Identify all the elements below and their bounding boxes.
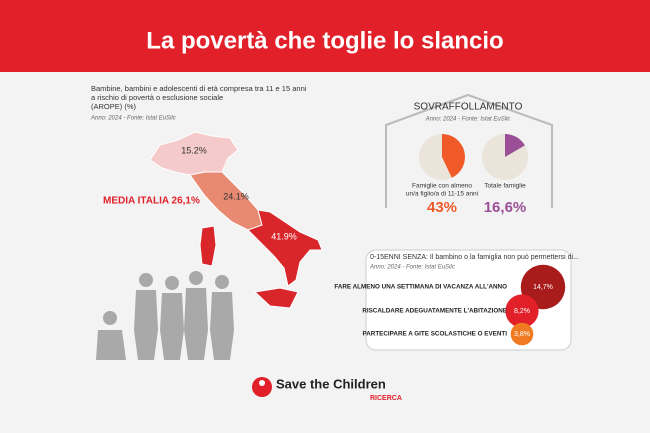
item-label: RISCALDARE ADEGUATAMENTE L'ABITAZIONE (362, 308, 507, 315)
region-north (149, 131, 239, 176)
pie-value: 16,6% (484, 199, 527, 216)
item-label: PARTECIPARE A GITE SCOLASTICHE O EVENTI (363, 331, 508, 338)
pie-slice (505, 134, 525, 157)
map-caption: Bambine, bambini e adolescenti di età co… (91, 84, 307, 93)
house-outline (385, 93, 553, 208)
item-label: FARE ALMENO UNA SETTIMANA DI VACANZA ALL… (334, 284, 507, 291)
logo-icon (252, 377, 272, 397)
bubble (510, 322, 534, 346)
bubble (505, 294, 539, 328)
sardinia (199, 225, 217, 267)
sicily (253, 287, 299, 309)
italy-map (149, 131, 323, 309)
header-band (0, 0, 650, 72)
region-label: 24.1% (223, 191, 249, 201)
map-caption: (AROPE) (%) (91, 102, 137, 111)
overcrowding-title: SOVRAFFOLLAMENTO (414, 102, 523, 113)
region-label: 15.2% (181, 145, 207, 155)
region-south (247, 209, 323, 287)
map-source: Anno: 2024 - Fonte: Istat EuSilc (90, 116, 176, 122)
title: La povertà che toglie lo slancio (146, 27, 503, 54)
pie-value: 43% (427, 199, 457, 216)
bubble-value: 14,7% (533, 284, 553, 291)
pie-name: Totale famiglie (484, 183, 526, 190)
pie-name: un/a figlio/a di 11-15 anni (406, 191, 478, 198)
overcrowding-source: Anno: 2024 - Fonte: Istat EuSilc (425, 117, 511, 123)
bubble-value: 3,8% (514, 331, 530, 338)
region-label: 41.9% (271, 231, 297, 241)
deprivation-source: Anno: 2024 - Fonte: Istat EuSilc (369, 265, 455, 271)
pie-name: Famiglie con almeno (412, 183, 472, 190)
pie-slice (442, 134, 466, 178)
logo-icon-head (259, 380, 265, 386)
bubble-value: 8,2% (514, 308, 530, 315)
map-caption: a rischio di povertà o esclusione social… (91, 93, 223, 102)
logo-name: Save the Children (276, 376, 386, 391)
deprivation-title: 0-15ENNI SENZA: Il bambino o la famiglia… (370, 254, 579, 261)
logo-sub: RICERCA (370, 395, 402, 402)
average-label: MEDIA ITALIA 26,1% (103, 196, 200, 207)
silhouettes (96, 271, 234, 360)
